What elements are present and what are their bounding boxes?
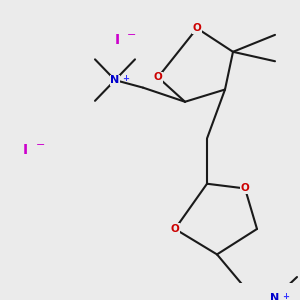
Text: O: O bbox=[154, 72, 162, 82]
Text: O: O bbox=[241, 184, 249, 194]
Text: I: I bbox=[114, 33, 120, 46]
Text: −: − bbox=[35, 140, 45, 150]
Text: O: O bbox=[171, 224, 179, 234]
Text: +: + bbox=[282, 292, 289, 300]
Text: N: N bbox=[270, 293, 280, 300]
Text: N: N bbox=[110, 75, 120, 85]
Text: +: + bbox=[122, 74, 129, 83]
Text: −: − bbox=[127, 30, 136, 40]
Text: O: O bbox=[193, 23, 201, 33]
Text: I: I bbox=[23, 143, 28, 157]
